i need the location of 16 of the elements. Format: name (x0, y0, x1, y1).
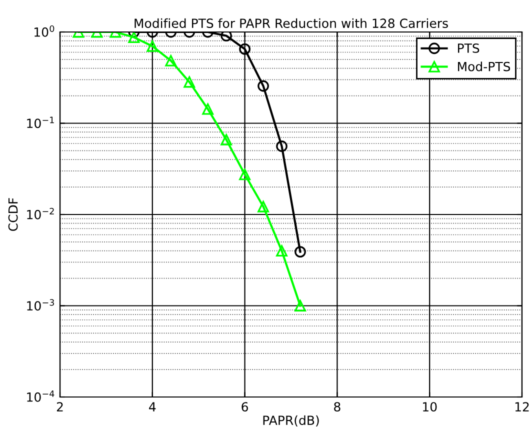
x-tick-label: 8 (334, 402, 340, 412)
y-tick-label: 10$^{−3}$ (27, 299, 54, 311)
legend-label: PTS (458, 43, 480, 53)
x-tick-label: 2 (56, 402, 63, 412)
y-tick-label: 10$^{0}$ (34, 25, 54, 37)
x-tick-label: 4 (149, 402, 156, 412)
y-tick-label: 10$^{−2}$ (27, 208, 54, 220)
x-tick-label: 12 (515, 402, 529, 412)
y-axis-title: CCDF (8, 198, 18, 231)
x-tick-label: 6 (242, 402, 248, 412)
y-tick-label: 10$^{−4}$ (27, 390, 54, 402)
x-tick-label: 10 (423, 402, 437, 412)
chart-title: Modified PTS for PAPR Reduction with 128 Carriers (134, 18, 448, 28)
x-axis-title: PAPR(dB) (263, 415, 319, 426)
legend-label: Mod-PTS (458, 62, 510, 72)
y-tick-label: 10$^{−1}$ (27, 116, 54, 128)
